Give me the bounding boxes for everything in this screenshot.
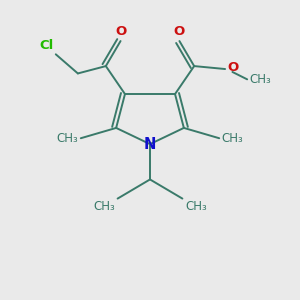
- Text: O: O: [227, 61, 239, 74]
- Text: O: O: [174, 25, 185, 38]
- Text: CH₃: CH₃: [250, 73, 271, 86]
- Text: CH₃: CH₃: [57, 132, 78, 145]
- Text: CH₃: CH₃: [185, 200, 207, 213]
- Text: O: O: [115, 25, 126, 38]
- Text: CH₃: CH₃: [221, 132, 243, 145]
- Text: Cl: Cl: [39, 39, 53, 52]
- Text: CH₃: CH₃: [93, 200, 115, 213]
- Text: N: N: [144, 136, 156, 152]
